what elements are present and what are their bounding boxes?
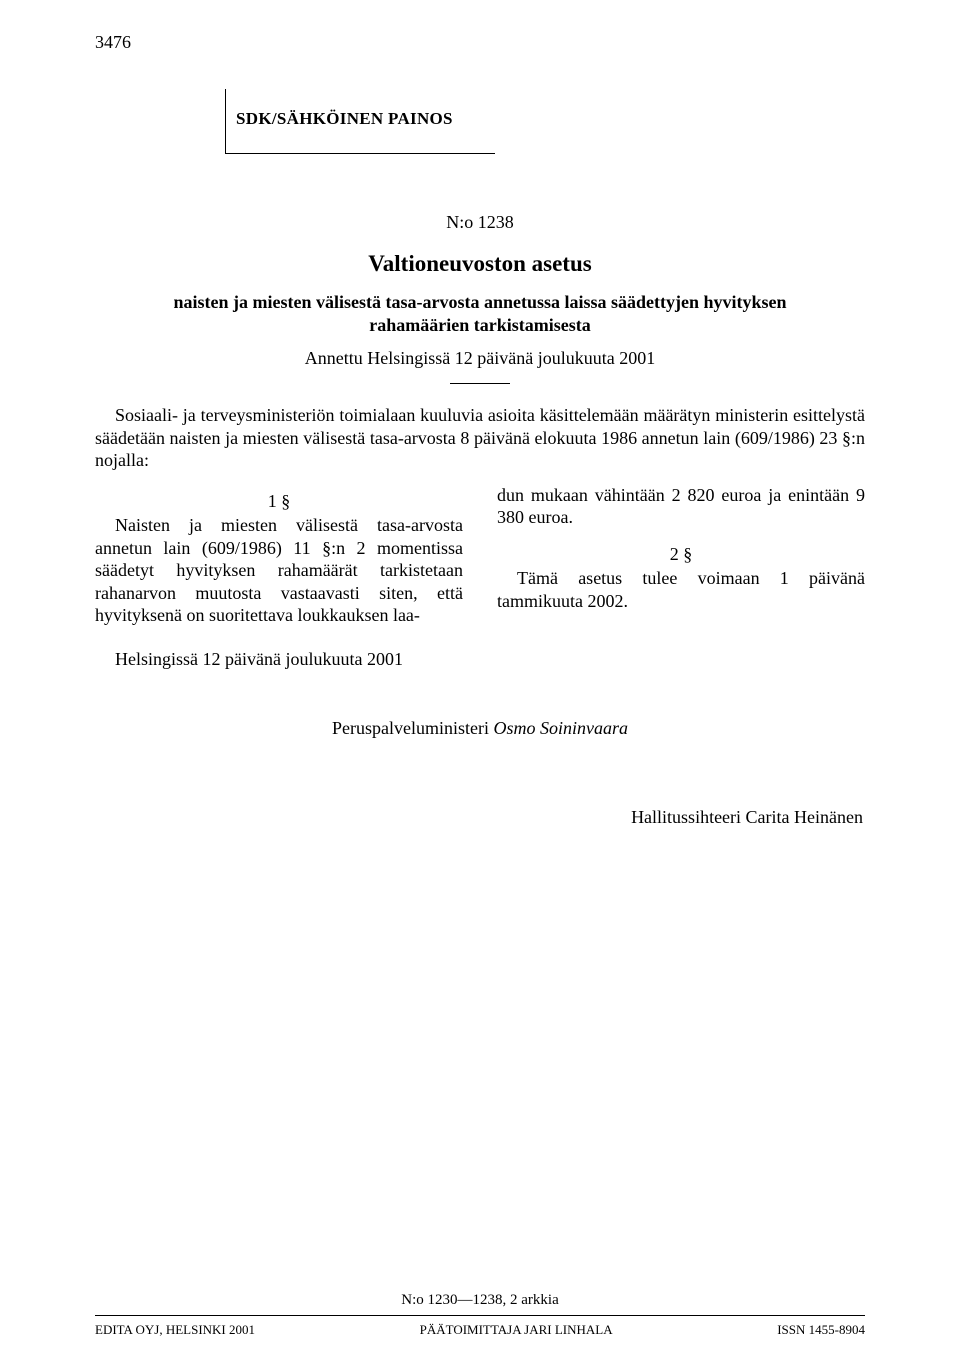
footer-rule <box>95 1315 865 1316</box>
section-1-continuation: dun mukaan vähintään 2 820 euroa ja enin… <box>497 484 865 529</box>
left-column: 1 § Naisten ja miesten välisestä tasa-ar… <box>95 484 463 627</box>
section-1-paragraph: Naisten ja miesten välisestä tasa-arvost… <box>95 514 463 627</box>
footer-publisher: EDITA OYJ, HELSINKI 2001 <box>95 1322 255 1338</box>
footer-row: EDITA OYJ, HELSINKI 2001 PÄÄTOIMITTAJA J… <box>95 1322 865 1338</box>
right-column: dun mukaan vähintään 2 820 euroa ja enin… <box>497 484 865 627</box>
section-2-number: 2 § <box>497 543 865 566</box>
document-subtitle: naisten ja miesten välisestä tasa-arvost… <box>160 291 800 336</box>
title-divider <box>450 383 510 384</box>
given-at: Annettu Helsingissä 12 päivänä joulukuut… <box>95 348 865 369</box>
footer-editor: PÄÄTOIMITTAJA JARI LINHALA <box>420 1322 613 1338</box>
footer-issn: ISSN 1455-8904 <box>777 1322 865 1338</box>
signer-name: Osmo Soininvaara <box>493 718 628 738</box>
signer-line: Peruspalveluministeri Osmo Soininvaara <box>95 718 865 739</box>
document-page: 3476 SDK/SÄHKÖINEN PAINOS N:o 1238 Valti… <box>0 0 960 1366</box>
footer-range: N:o 1230—1238, 2 arkkia <box>95 1292 865 1309</box>
edition-stamp: SDK/SÄHKÖINEN PAINOS <box>225 89 495 154</box>
section-1-number: 1 § <box>95 490 463 513</box>
countersigner: Hallitussihteeri Carita Heinänen <box>95 807 865 828</box>
document-number: N:o 1238 <box>95 212 865 233</box>
page-number: 3476 <box>95 32 865 53</box>
document-title: Valtioneuvoston asetus <box>95 251 865 277</box>
body-columns: 1 § Naisten ja miesten välisestä tasa-ar… <box>95 484 865 627</box>
signer-title: Peruspalveluministeri <box>332 718 489 738</box>
section-2-paragraph: Tämä asetus tulee voimaan 1 päivänä tamm… <box>497 567 865 612</box>
place-date: Helsingissä 12 päivänä joulukuuta 2001 <box>95 649 865 670</box>
page-footer: N:o 1230—1238, 2 arkkia EDITA OYJ, HELSI… <box>95 1292 865 1338</box>
preamble: Sosiaali- ja terveysministeriön toimiala… <box>95 404 865 472</box>
